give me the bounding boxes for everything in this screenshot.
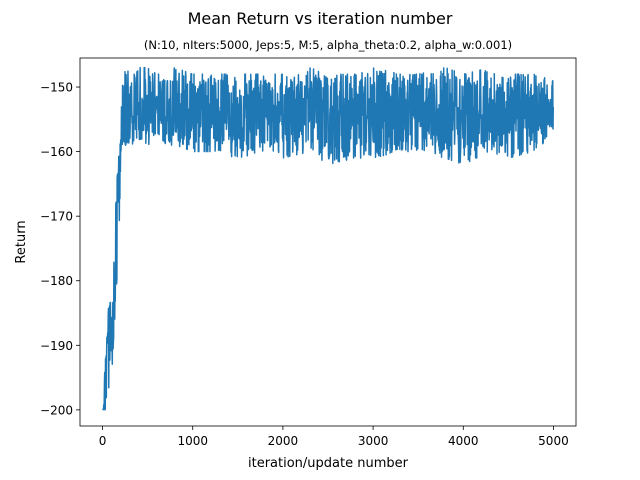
x-tick-label: 3000: [358, 434, 389, 448]
x-tick-label: 1000: [177, 434, 208, 448]
series-line-0: [102, 66, 555, 411]
y-tick-label: −200: [40, 403, 73, 417]
x-tick-label: 2000: [268, 434, 299, 448]
y-tick-label: −190: [40, 339, 73, 353]
axes-frame: [79, 57, 577, 427]
x-tick-label: 0: [99, 434, 107, 448]
plot-area: [102, 66, 555, 411]
y-tick-label: −150: [40, 81, 73, 95]
y-tick-label: −180: [40, 274, 73, 288]
chart-title: Mean Return vs iteration number: [188, 9, 453, 28]
x-axis-label: iteration/update number: [248, 456, 409, 471]
y-axis-label: Return: [14, 220, 29, 263]
x-tick-label: 5000: [538, 434, 569, 448]
axes: 0 1000 2000 3000 4000 5000 −200 −190 −180 −170 −16…: [40, 57, 577, 448]
y-tick-label: −170: [40, 210, 73, 224]
chart-subtitle: (N:10, nIters:5000, Jeps:5, M:5, alpha_t…: [144, 38, 512, 52]
x-tick-label: 4000: [448, 434, 479, 448]
y-tick-label: −160: [40, 145, 73, 159]
